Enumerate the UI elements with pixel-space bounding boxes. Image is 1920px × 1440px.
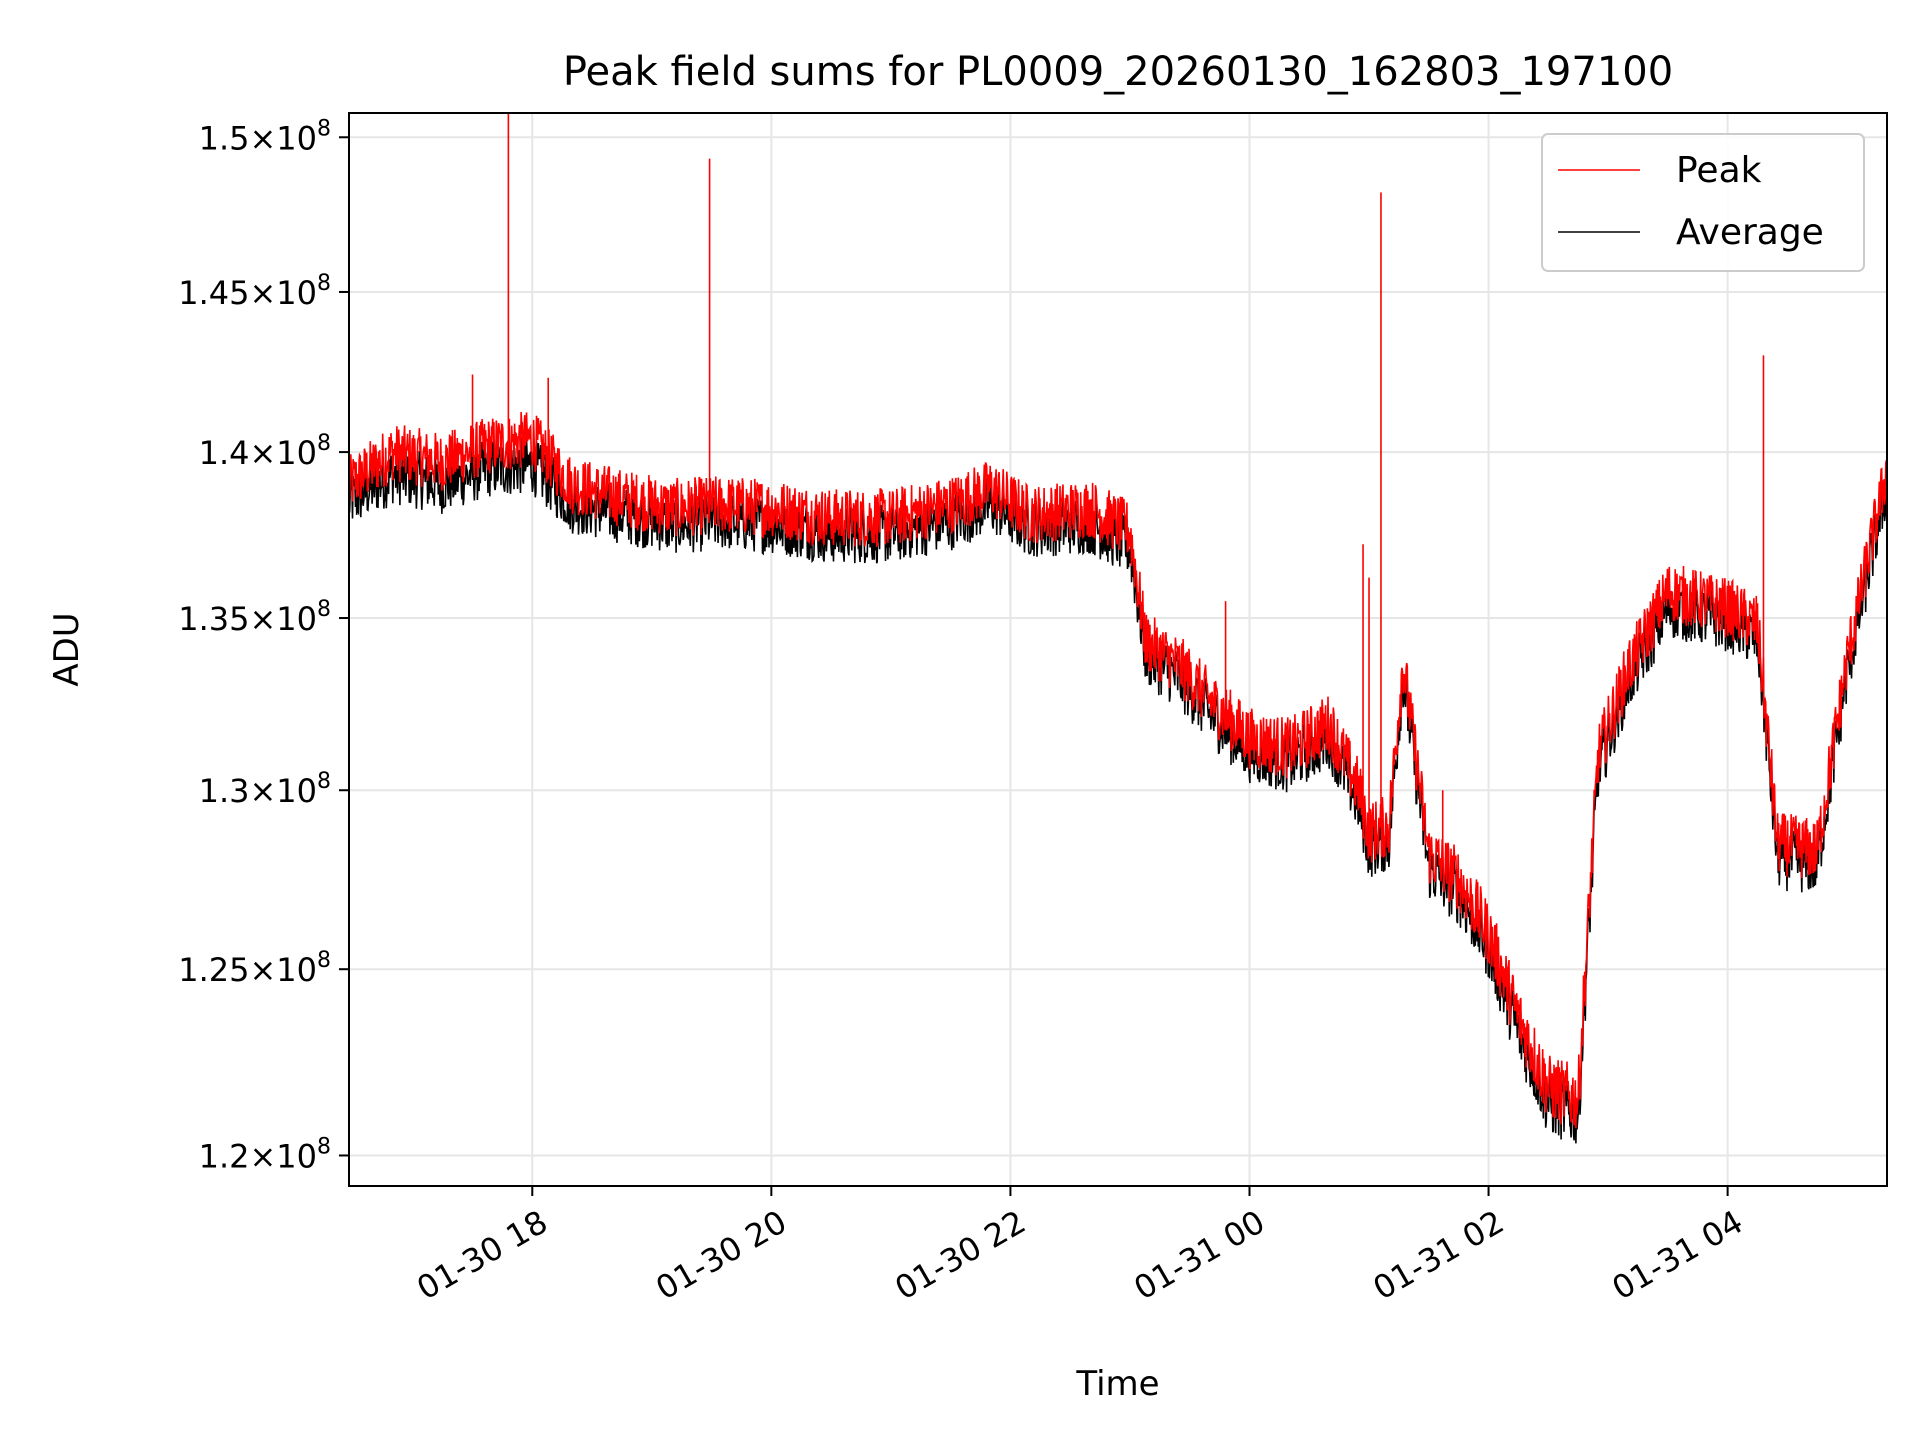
- y-tick-label: 1.2×108: [199, 1134, 331, 1175]
- y-axis-label: ADU: [47, 612, 87, 686]
- legend-box: [1541, 133, 1865, 272]
- plot-series: [348, 113, 1888, 1144]
- legend-label: Peak: [1676, 150, 1762, 191]
- y-tick-label: 1.45×108: [178, 271, 331, 312]
- y-tick-label: 1.25×108: [178, 948, 331, 989]
- grid-lines: [349, 113, 1887, 1186]
- y-tick-label: 1.5×108: [199, 116, 331, 157]
- y-tick-label: 1.4×108: [199, 431, 331, 472]
- y-tick-label: 1.3×108: [199, 769, 331, 810]
- y-tick-label: 1.35×108: [178, 597, 331, 638]
- x-axis-label: Time: [1075, 1364, 1159, 1404]
- series-line-peak: [348, 412, 1888, 1129]
- plot-frame: [348, 112, 1888, 1187]
- y-axis-ticks: 1.2×108 1.25×108 1.3×108 1.35×108 1.4×108 1.4…: [178, 116, 349, 1175]
- legend: Peak Average: [1541, 133, 1865, 272]
- chart-title: Peak field sums for PL0009_20260130_1628…: [563, 49, 1673, 95]
- legend-label: Average: [1676, 212, 1824, 253]
